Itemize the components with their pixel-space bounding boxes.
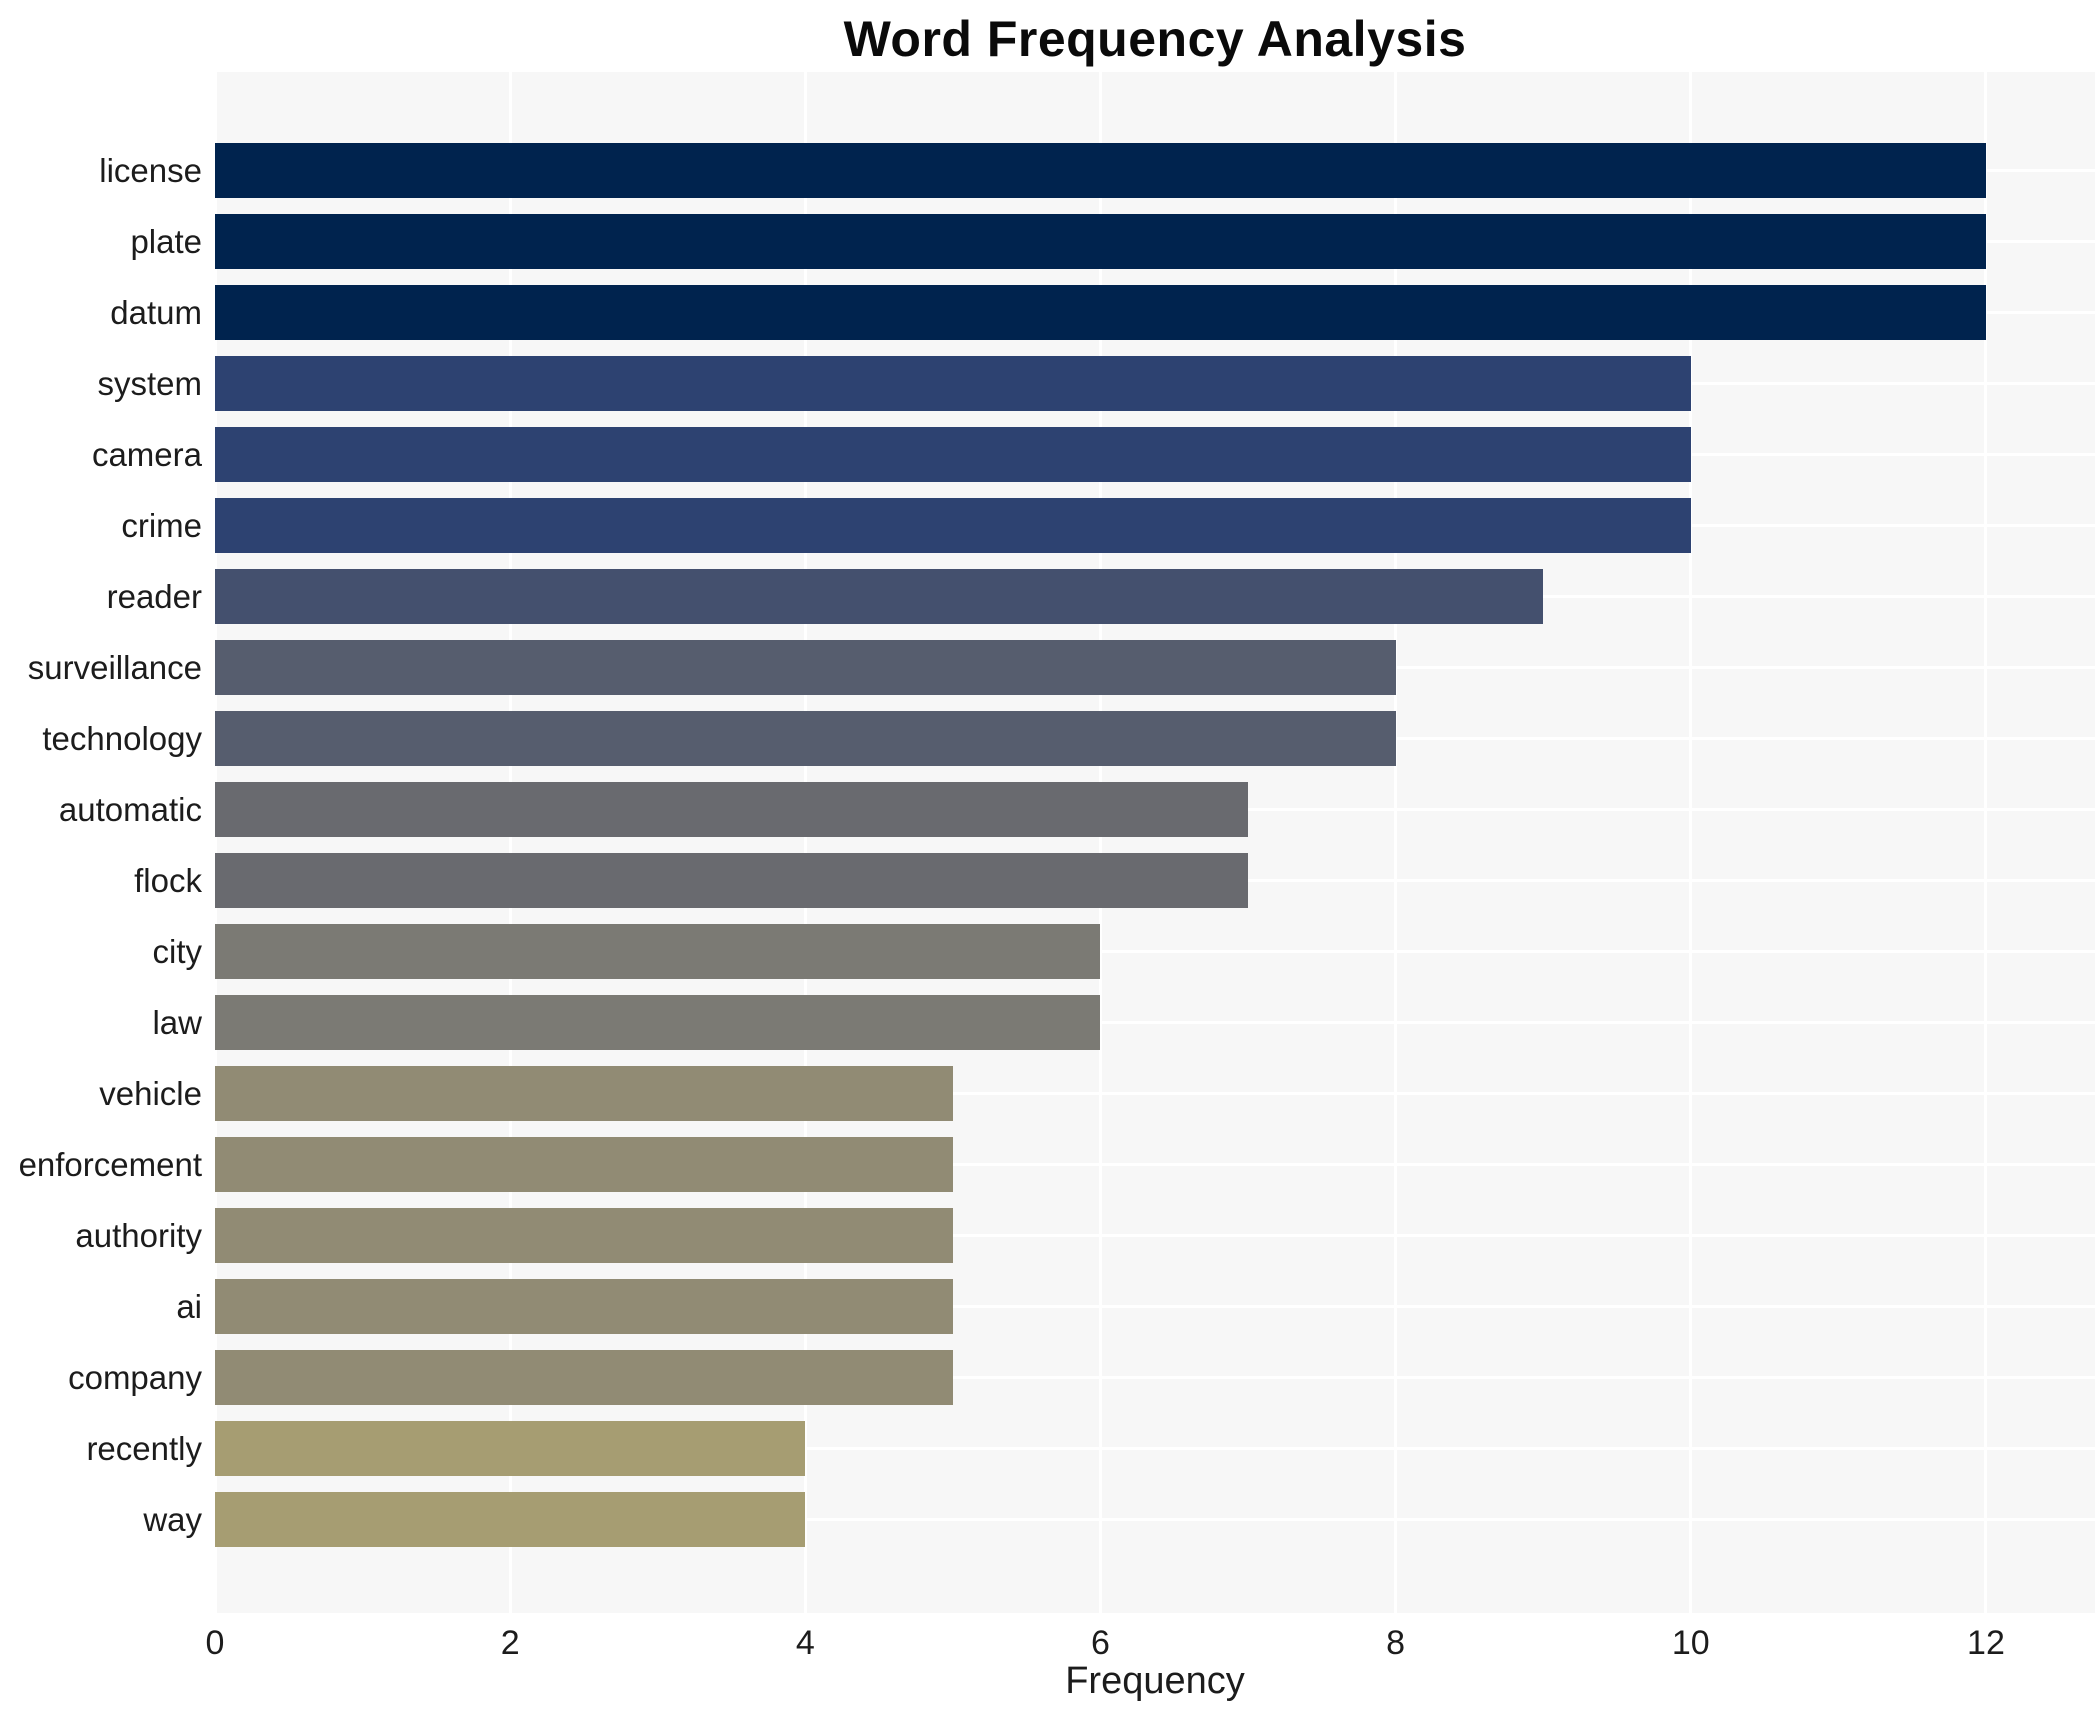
y-tick-label-recently: recently [86,1430,202,1467]
y-tick-label-automatic: automatic [58,791,202,828]
y-gridline [215,1305,2095,1308]
y-tick-label-system: system [97,365,202,402]
bar-crime [215,498,1691,553]
bar-system [215,356,1691,411]
y-tick-label-license: license [99,152,202,189]
y-gridline [215,1234,2095,1237]
x-gridline [1394,72,1398,1613]
bar-company [215,1350,953,1405]
y-tick-label-datum: datum [110,294,202,331]
bar-law [215,995,1101,1050]
bar-camera [215,427,1691,482]
x-tick-label-10: 10 [1671,1624,1710,1662]
y-tick-label-law: law [152,1004,202,1041]
x-tick-label-12: 12 [1967,1624,2005,1662]
y-tick-label-technology: technology [42,720,202,757]
y-tick-label-way: way [143,1501,202,1538]
bar-surveillance [215,640,1396,695]
bar-reader [215,569,1544,624]
x-gridline [508,72,512,1613]
y-tick-label-crime: crime [121,507,202,544]
y-gridline [215,950,2095,953]
bar-vehicle [215,1066,953,1121]
plot-area [213,72,2095,1613]
x-gridline [213,72,217,1613]
bar-datum [215,285,1986,340]
x-axis-title: Frequency [1065,1660,1245,1702]
y-gridline [215,1092,2095,1095]
bar-way [215,1492,806,1547]
bar-city [215,924,1101,979]
x-gridline [1689,72,1693,1613]
y-tick-label-camera: camera [91,436,202,473]
y-tick-label-plate: plate [130,223,202,260]
y-tick-label-flock: flock [134,862,202,899]
x-gridline [803,72,807,1613]
y-gridline [215,1518,2095,1521]
y-gridline [215,1376,2095,1379]
y-tick-label-authority: authority [75,1217,202,1254]
x-gridline [1984,72,1988,1613]
y-tick-label-ai: ai [176,1288,202,1325]
bar-plate [215,214,1986,269]
y-tick-label-company: company [68,1359,202,1396]
bar-flock [215,853,1249,908]
bar-enforcement [215,1137,953,1192]
bar-automatic [215,782,1249,837]
bar-license [215,143,1986,198]
bar-authority [215,1208,953,1263]
y-tick-label-surveillance: surveillance [27,649,202,686]
bar-ai [215,1279,953,1334]
x-tick-label-4: 4 [795,1624,815,1662]
x-tick-label-2: 2 [500,1624,520,1662]
y-tick-label-enforcement: enforcement [18,1146,202,1183]
x-tick-label-0: 0 [205,1624,225,1662]
x-gridline [1098,72,1102,1613]
x-tick-label-6: 6 [1091,1624,1110,1662]
chart-title: Word Frequency Analysis [843,11,1467,67]
y-tick-label-reader: reader [106,578,202,615]
y-gridline [215,1021,2095,1024]
bar-recently [215,1421,806,1476]
x-tick-label-8: 8 [1386,1624,1406,1662]
y-tick-label-vehicle: vehicle [99,1075,202,1112]
bar-technology [215,711,1396,766]
y-tick-label-city: city [152,933,203,970]
y-gridline [215,1163,2095,1166]
y-gridline [215,1447,2095,1450]
